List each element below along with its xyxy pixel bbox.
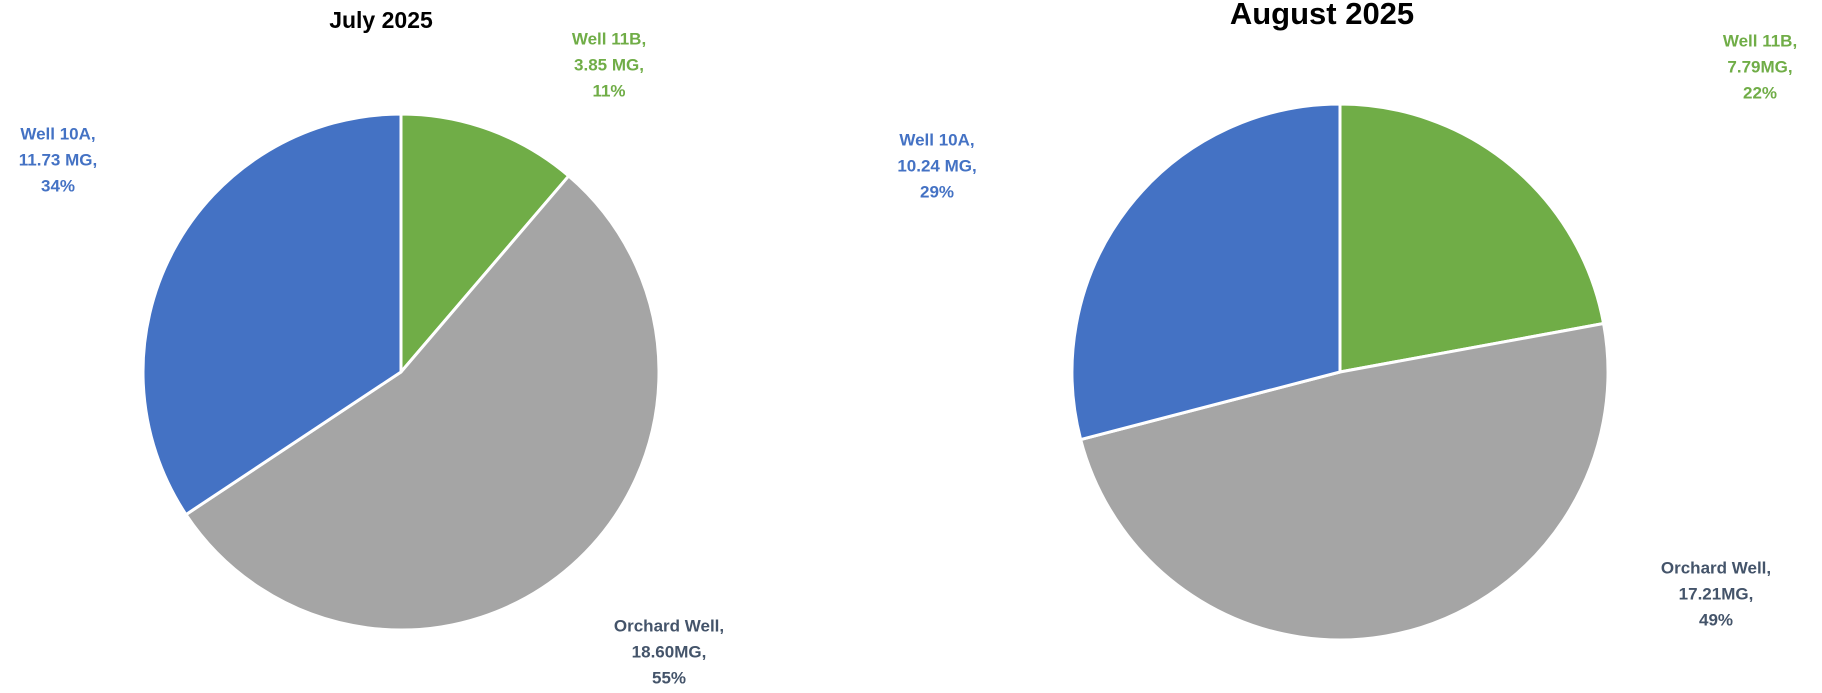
data-label: 55% [652,668,686,687]
data-label: 22% [1743,83,1777,102]
data-label: Orchard Well, [614,616,724,635]
pie-slice [184,174,661,632]
data-label: Well 11B, [1723,31,1797,50]
data-label: Well 10A, [20,124,95,143]
data-label: 34% [41,176,75,195]
data-label: 10.24 MG, [897,156,976,175]
pie-slice [1070,102,1342,442]
data-label: Well 10A, [899,130,974,149]
data-label: 18.60MG, [632,642,707,661]
data-label: 17.21MG, [1679,584,1754,603]
pie-slice [399,112,571,374]
data-label: Well 11B, [572,29,646,48]
pie-slice [1079,322,1610,642]
chart-title: August 2025 [1230,0,1414,31]
data-label: 49% [1699,610,1733,629]
data-label: 3.85 MG, [574,55,644,74]
data-label: 7.79MG, [1727,57,1792,76]
pie-slice [1338,102,1606,374]
data-label: Orchard Well, [1661,558,1771,577]
data-label: 11% [592,81,625,100]
pie-slice [141,112,403,517]
chart-title: July 2025 [329,7,433,33]
data-label: 29% [920,182,954,201]
data-label: 11.73 MG, [19,150,97,169]
